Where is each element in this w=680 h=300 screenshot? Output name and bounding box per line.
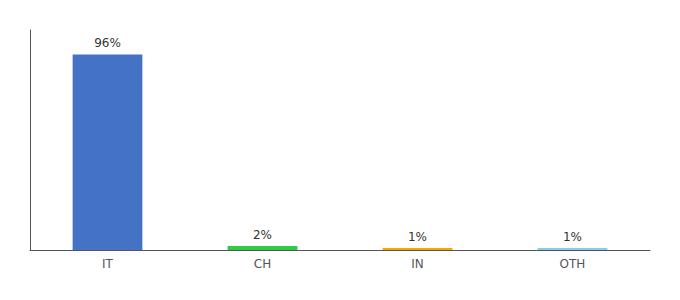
svg-text:1%: 1% bbox=[408, 230, 427, 244]
svg-text:96%: 96% bbox=[94, 36, 121, 50]
svg-text:1%: 1% bbox=[563, 230, 582, 244]
svg-text:IT: IT bbox=[102, 257, 114, 271]
svg-text:CH: CH bbox=[254, 257, 271, 271]
svg-text:IN: IN bbox=[411, 257, 424, 271]
svg-text:OTH: OTH bbox=[560, 257, 586, 271]
svg-text:2%: 2% bbox=[253, 228, 272, 242]
